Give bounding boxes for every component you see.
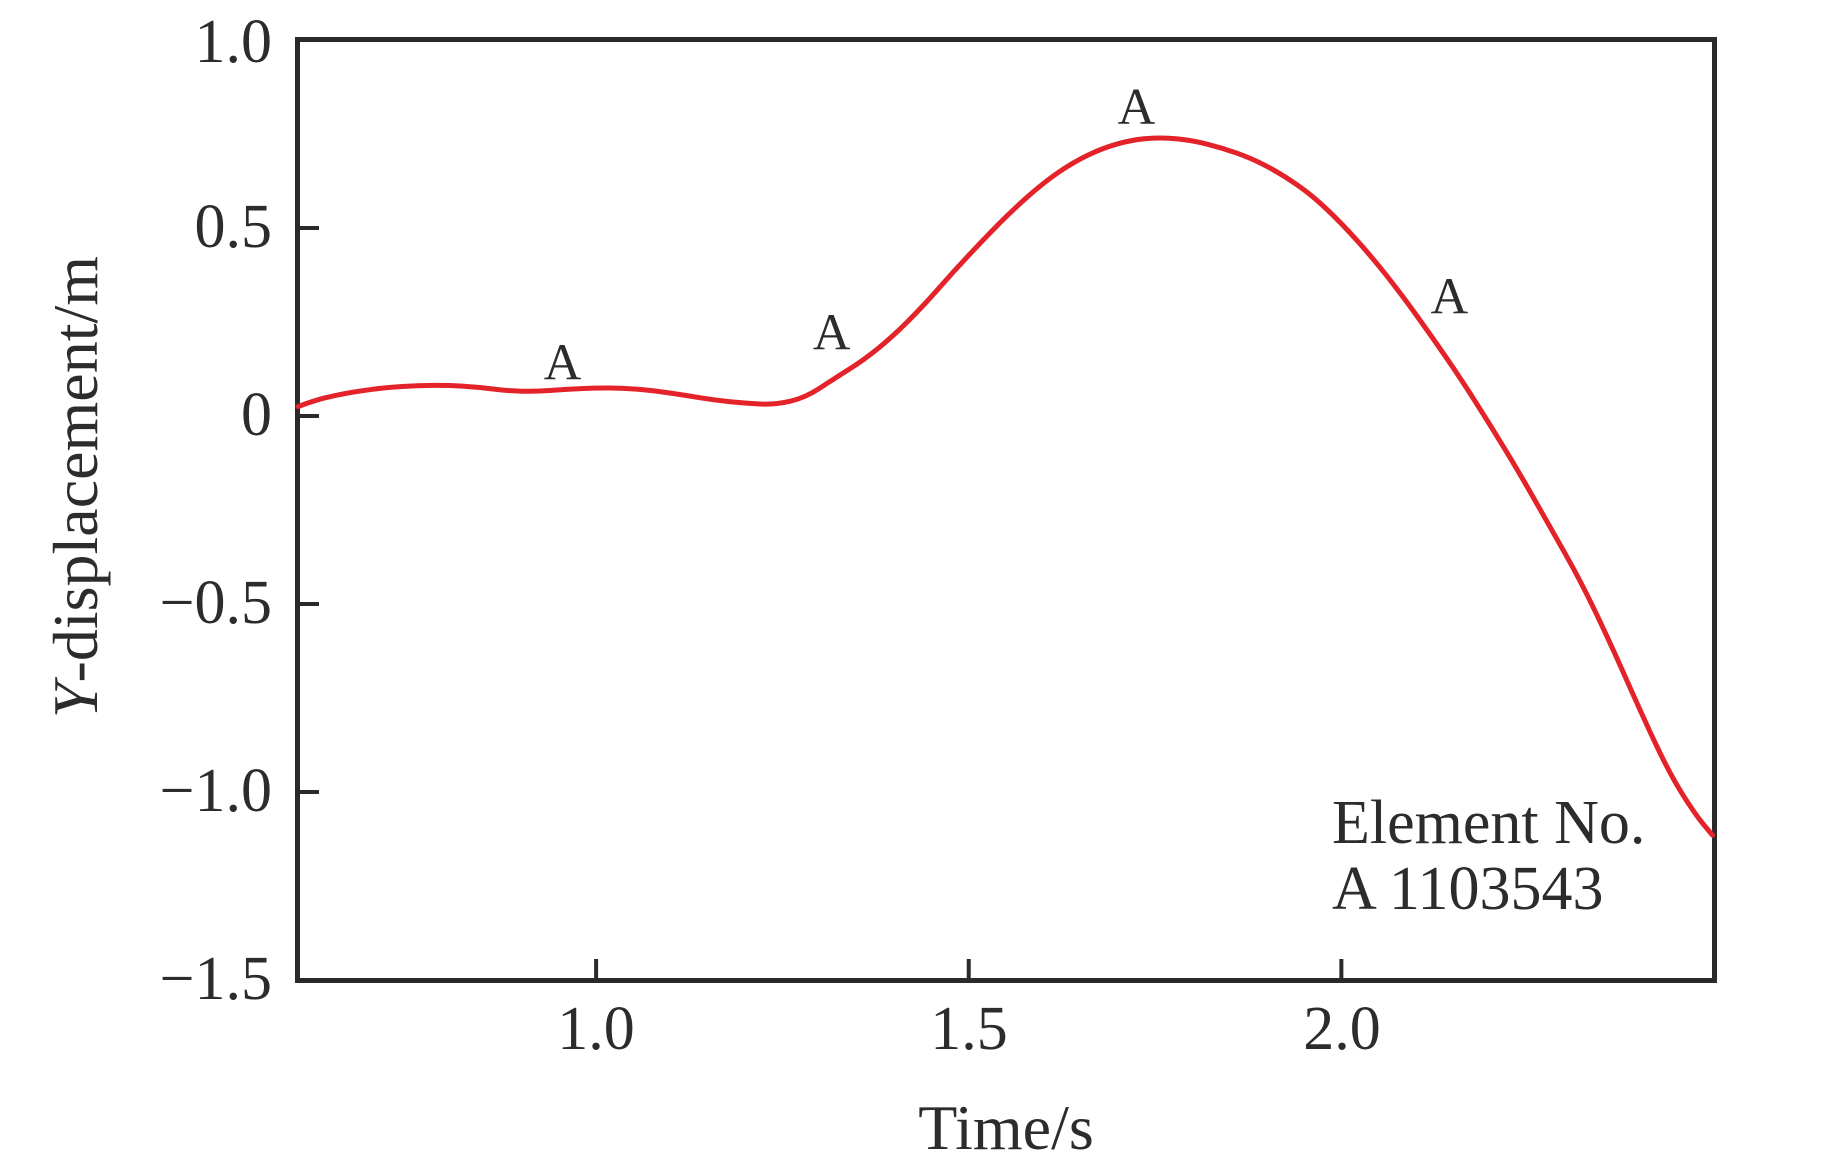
y-tick-label: 1.0: [194, 8, 273, 76]
element-annotation: Element No. A 1103543: [1332, 790, 1645, 922]
y-tick-label: 0: [241, 381, 272, 449]
x-axis-title: Time/s: [918, 1092, 1094, 1163]
x-tick-label: 1.5: [930, 995, 1008, 1063]
element-annotation-line2: A 1103543: [1332, 855, 1604, 923]
x-tick-label: 2.0: [1303, 995, 1381, 1063]
y-axis-title: Y-displacement/m: [39, 256, 113, 718]
y-axis-title-rest: -displacement/m: [40, 255, 111, 683]
y-axis-title-italic: Y: [40, 682, 111, 719]
y-tick-label: −1.0: [159, 757, 272, 825]
x-tick-label: 1.0: [557, 995, 635, 1063]
element-annotation-line1: Element No.: [1332, 789, 1646, 857]
y-tick-label: 0.5: [194, 193, 273, 261]
y-tick-label: −0.5: [159, 569, 272, 637]
y-tick-label: −1.5: [159, 945, 272, 1013]
